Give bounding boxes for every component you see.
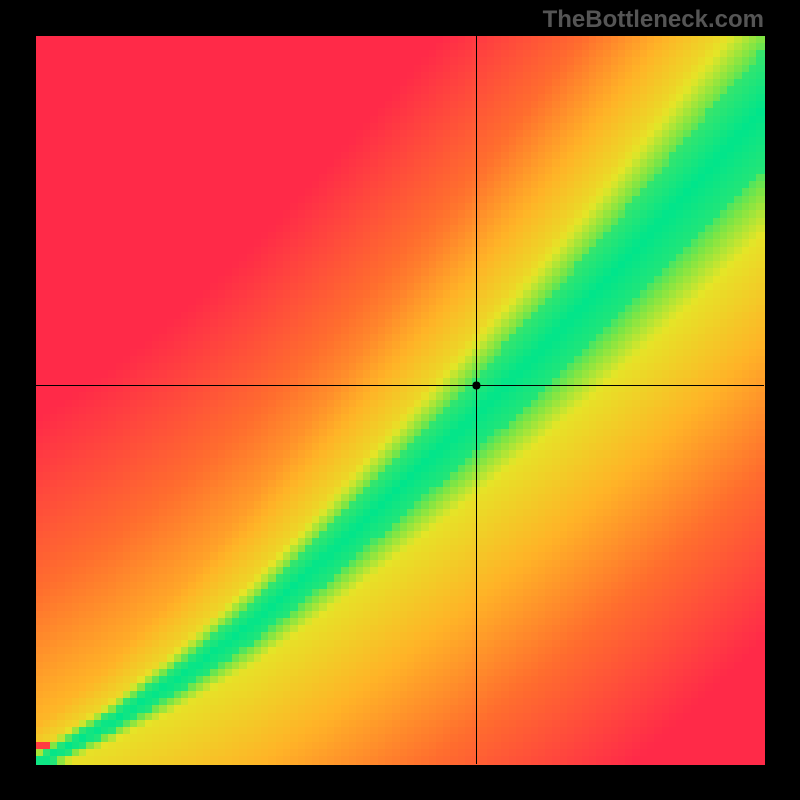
bottleneck-heatmap bbox=[0, 0, 800, 800]
chart-container: TheBottleneck.com bbox=[0, 0, 800, 800]
